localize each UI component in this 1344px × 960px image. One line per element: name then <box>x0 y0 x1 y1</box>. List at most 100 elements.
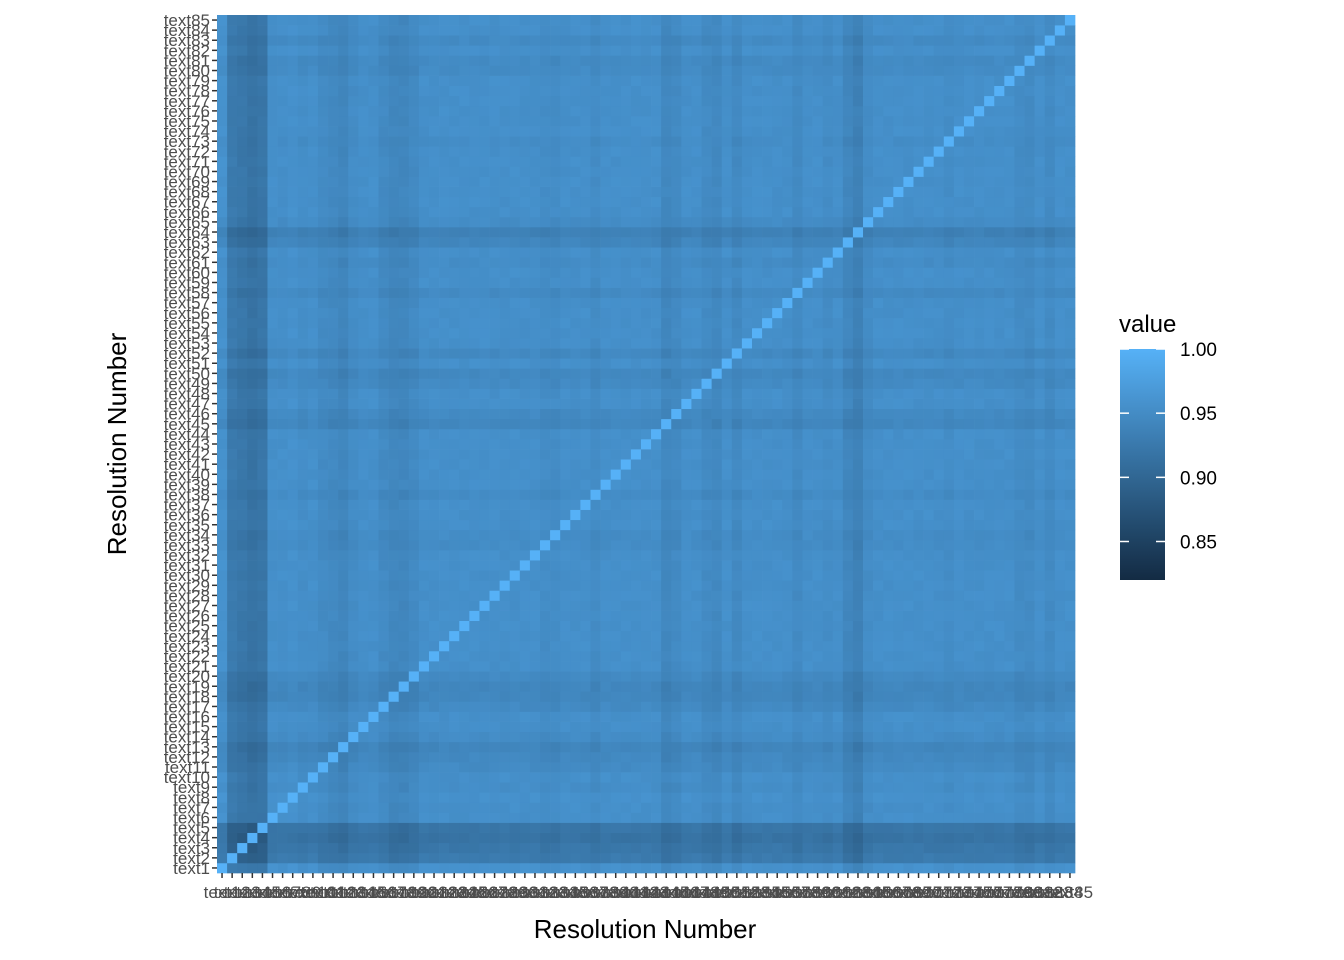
heatmap-cell <box>943 428 955 440</box>
heatmap-cell <box>398 499 410 510</box>
heatmap-cell <box>348 681 359 692</box>
heatmap-cell <box>479 509 490 521</box>
heatmap-cell <box>772 852 783 864</box>
heatmap-cell <box>630 277 642 288</box>
heatmap-cell <box>883 671 894 682</box>
heatmap-cell <box>418 802 430 813</box>
heatmap-cell <box>822 297 834 309</box>
heatmap-cell <box>449 681 460 692</box>
heatmap-cell <box>873 358 884 369</box>
heatmap-cell <box>317 701 329 712</box>
heatmap-cell <box>570 539 581 551</box>
heatmap-cell <box>459 620 470 632</box>
heatmap-cell <box>661 428 672 440</box>
heatmap-cell <box>519 741 531 753</box>
heatmap-cell <box>782 721 793 733</box>
heatmap-cell <box>428 469 440 480</box>
heatmap-cell <box>842 479 854 490</box>
heatmap-cell <box>1004 449 1015 460</box>
heatmap-cell <box>328 509 339 521</box>
heatmap-cell <box>479 459 490 470</box>
heatmap-cell <box>529 772 541 783</box>
heatmap-cell <box>883 842 894 854</box>
heatmap-cell <box>287 650 299 662</box>
heatmap-cell <box>842 751 854 763</box>
heatmap-cell <box>499 428 511 440</box>
heatmap-cell <box>1024 731 1035 743</box>
heatmap-cell <box>711 822 723 833</box>
heatmap-cell <box>822 327 834 339</box>
heatmap-cell <box>489 650 500 662</box>
heatmap-cell <box>459 549 470 561</box>
heatmap-cell <box>1024 408 1035 420</box>
heatmap-cell <box>338 701 349 712</box>
heatmap-cell <box>741 661 753 672</box>
heatmap-cell <box>489 489 500 500</box>
heatmap-cell <box>630 640 642 652</box>
heatmap-cell <box>883 862 894 874</box>
heatmap-cell <box>550 741 561 753</box>
heatmap-cell <box>812 519 823 531</box>
heatmap-cell <box>984 317 995 329</box>
heatmap-cell <box>287 590 299 601</box>
heatmap-cell <box>772 721 783 733</box>
heatmap-cell <box>509 327 521 339</box>
heatmap-cell <box>378 772 389 783</box>
heatmap-cell <box>408 358 420 369</box>
heatmap-cell <box>267 297 278 309</box>
heatmap-cell <box>974 539 985 551</box>
heatmap-cell <box>953 822 965 833</box>
heatmap-cell <box>953 782 965 793</box>
heatmap-cell <box>661 691 672 702</box>
heatmap-cell <box>671 277 682 288</box>
heatmap-cell <box>933 580 945 591</box>
heatmap-cell <box>307 600 319 611</box>
heatmap-cell <box>489 479 500 490</box>
heatmap-cell <box>469 428 480 440</box>
heatmap-cell <box>893 499 904 510</box>
heatmap-cell <box>852 317 864 329</box>
heatmap-cell <box>600 348 612 359</box>
heatmap-cell <box>247 378 258 389</box>
heatmap-cell <box>661 842 672 854</box>
heatmap-cell <box>953 287 965 298</box>
heatmap-cell <box>762 610 773 621</box>
heatmap-cell <box>630 832 642 844</box>
heatmap-cell <box>953 438 965 450</box>
heatmap-cell <box>479 802 490 813</box>
heatmap-cell <box>257 408 268 420</box>
heatmap-cell <box>701 418 712 430</box>
heatmap-cell <box>630 398 642 410</box>
heatmap-cell <box>711 438 723 450</box>
heatmap-cell <box>863 741 874 753</box>
heatmap-cell <box>449 358 460 369</box>
heatmap-cell <box>883 711 894 722</box>
heatmap-cell <box>893 398 904 410</box>
heatmap-cell <box>378 570 389 581</box>
heatmap-cell <box>247 287 258 298</box>
heatmap-cell <box>1014 832 1025 844</box>
heatmap-cell <box>287 348 299 359</box>
heatmap-cell <box>519 671 531 682</box>
heatmap-cell <box>852 842 864 854</box>
heatmap-cell <box>388 772 400 783</box>
heatmap-cell <box>933 782 945 793</box>
heatmap-cell <box>1004 580 1015 591</box>
heatmap-cell <box>963 701 975 712</box>
heatmap-cell <box>600 560 612 571</box>
heatmap-cell <box>408 560 420 571</box>
heatmap-cell <box>873 650 884 662</box>
heatmap-cell <box>721 630 733 642</box>
heatmap-cell <box>1044 640 1056 652</box>
heatmap-cell <box>378 338 389 349</box>
heatmap-cell <box>893 761 904 773</box>
heatmap-cell <box>822 348 834 359</box>
heatmap-cell <box>227 539 238 551</box>
heatmap-cell <box>640 590 652 601</box>
heatmap-cell <box>540 509 551 521</box>
heatmap-cell <box>883 277 894 288</box>
heatmap-cell <box>903 469 914 480</box>
heatmap-cell <box>560 297 571 309</box>
heatmap-cell <box>499 832 511 844</box>
heatmap-cell <box>832 519 844 531</box>
